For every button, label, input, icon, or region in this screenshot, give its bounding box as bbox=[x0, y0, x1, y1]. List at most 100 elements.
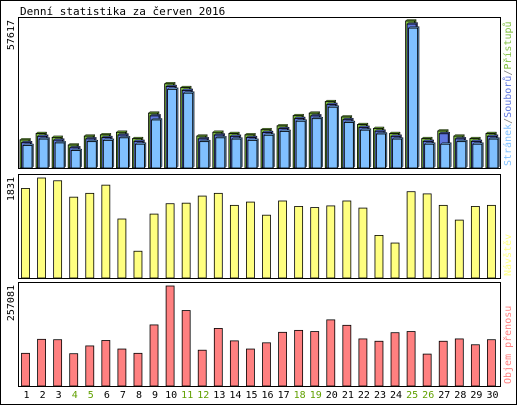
bar-Objem přenosu bbox=[181, 310, 191, 387]
bar-Návštěv bbox=[326, 205, 336, 279]
bar-Stránek bbox=[456, 141, 467, 169]
bar-Objem přenosu bbox=[149, 324, 159, 387]
bar-Stránek bbox=[488, 138, 499, 169]
bar-Stránek bbox=[424, 143, 435, 169]
bar-Návštěv bbox=[69, 196, 79, 279]
bar-Návštěv bbox=[342, 200, 352, 279]
bar-Návštěv bbox=[181, 202, 191, 279]
x-tick-label: 25 bbox=[406, 390, 418, 401]
bar-Stránek bbox=[102, 139, 113, 169]
x-tick-label: 13 bbox=[213, 390, 225, 401]
x-tick-label: 21 bbox=[342, 390, 354, 401]
bar-Návštěv bbox=[454, 219, 464, 279]
bar-Návštěv bbox=[165, 203, 175, 279]
x-tick-label: 15 bbox=[245, 390, 257, 401]
bar-Návštěv bbox=[470, 206, 480, 279]
bar-Stránek bbox=[343, 122, 354, 169]
bar-Návštěv bbox=[438, 204, 448, 279]
bar-Stránek bbox=[279, 131, 290, 169]
x-tick-label: 30 bbox=[486, 390, 498, 401]
bar-Stránek bbox=[263, 134, 274, 169]
bar-Stránek bbox=[247, 139, 258, 169]
bar-Objem přenosu bbox=[326, 319, 336, 387]
bar-Stránek bbox=[327, 106, 338, 169]
x-tick-label: 14 bbox=[229, 390, 241, 401]
bar-Návštěv bbox=[294, 206, 304, 279]
bar-Objem přenosu bbox=[374, 340, 384, 387]
bar-Objem přenosu bbox=[454, 338, 464, 387]
bar-Objem přenosu bbox=[85, 345, 95, 387]
x-tick-label: 1 bbox=[24, 390, 30, 401]
bar-Návštěv bbox=[133, 250, 143, 279]
x-tick-label: 28 bbox=[454, 390, 466, 401]
x-tick-label: 23 bbox=[374, 390, 386, 401]
y-max-label: 1831 bbox=[6, 177, 17, 201]
bar-Stránek bbox=[408, 27, 419, 169]
bar-Objem přenosu bbox=[262, 342, 271, 387]
x-tick-label: 6 bbox=[104, 390, 110, 401]
bar-Návštěv bbox=[422, 193, 432, 279]
x-tick-label: 8 bbox=[136, 390, 142, 401]
bar-Stránek bbox=[311, 118, 322, 169]
bar-Objem přenosu bbox=[390, 332, 400, 387]
bar-Objem přenosu bbox=[470, 344, 480, 387]
bar-Stránek bbox=[38, 138, 49, 169]
series-axis-label-part: Souborů bbox=[502, 76, 514, 118]
bar-Objem přenosu bbox=[406, 331, 416, 387]
bar-Návštěv bbox=[278, 200, 287, 279]
bar-Návštěv bbox=[149, 213, 159, 279]
x-tick-label: 20 bbox=[326, 390, 338, 401]
bar-Objem přenosu bbox=[37, 338, 46, 387]
x-tick-label: 10 bbox=[165, 390, 177, 401]
bar-Stránek bbox=[376, 133, 386, 169]
bar-Objem přenosu bbox=[213, 328, 223, 387]
series-axis-label-part: Stránek bbox=[502, 124, 514, 166]
series-axis-label-part: Přístupů bbox=[502, 21, 514, 69]
bar-Objem přenosu bbox=[117, 348, 127, 387]
y-max-label: 57617 bbox=[6, 20, 17, 50]
series-axis-label-part: / bbox=[503, 70, 514, 76]
bar-Návštěv bbox=[213, 192, 223, 279]
bar-Návštěv bbox=[21, 188, 30, 279]
bar-Stránek bbox=[359, 129, 370, 169]
x-tick-label: 29 bbox=[470, 390, 482, 401]
x-tick-label: 11 bbox=[181, 390, 193, 401]
bar-Objem přenosu bbox=[310, 331, 320, 387]
bar-Objem přenosu bbox=[69, 353, 79, 387]
bar-Stránek bbox=[135, 143, 145, 169]
bar-Objem přenosu bbox=[278, 331, 287, 387]
bar-Objem přenosu bbox=[422, 353, 432, 387]
x-tick-label: 16 bbox=[262, 390, 274, 401]
bar-Objem přenosu bbox=[101, 340, 111, 387]
bar-Návštěv bbox=[406, 191, 416, 279]
x-tick-label: 22 bbox=[358, 390, 370, 401]
x-tick-label: 4 bbox=[72, 390, 78, 401]
x-tick-label: 19 bbox=[310, 390, 322, 401]
series-axis-label: Objem přenosu bbox=[502, 306, 514, 384]
x-tick-label: 17 bbox=[278, 390, 290, 401]
panel-frame bbox=[18, 282, 501, 387]
x-tick-label: 18 bbox=[294, 390, 306, 401]
x-tick-label: 24 bbox=[390, 390, 402, 401]
bar-Objem přenosu bbox=[487, 339, 496, 387]
bar-Objem přenosu bbox=[229, 340, 239, 387]
bar-Stránek bbox=[472, 143, 483, 169]
bar-Stránek bbox=[167, 88, 178, 169]
bar-Návštěv bbox=[246, 201, 255, 279]
bar-Stránek bbox=[70, 150, 81, 169]
x-tick-label: 9 bbox=[152, 390, 158, 401]
bar-Objem přenosu bbox=[165, 285, 175, 387]
bar-Stránek bbox=[54, 142, 65, 169]
bar-Návštěv bbox=[262, 214, 271, 279]
bar-Stránek bbox=[199, 141, 210, 169]
bar-Stránek bbox=[22, 145, 33, 169]
bar-Návštěv bbox=[374, 235, 384, 279]
chart-title: Denní statistika za červen 2016 bbox=[20, 5, 225, 18]
bar-Návštěv bbox=[117, 218, 127, 279]
x-tick-label: 12 bbox=[197, 390, 209, 401]
bar-Návštěv bbox=[358, 207, 368, 279]
bar-Návštěv bbox=[487, 204, 496, 279]
bar-Stránek bbox=[295, 120, 306, 169]
bar-Objem přenosu bbox=[358, 338, 368, 387]
